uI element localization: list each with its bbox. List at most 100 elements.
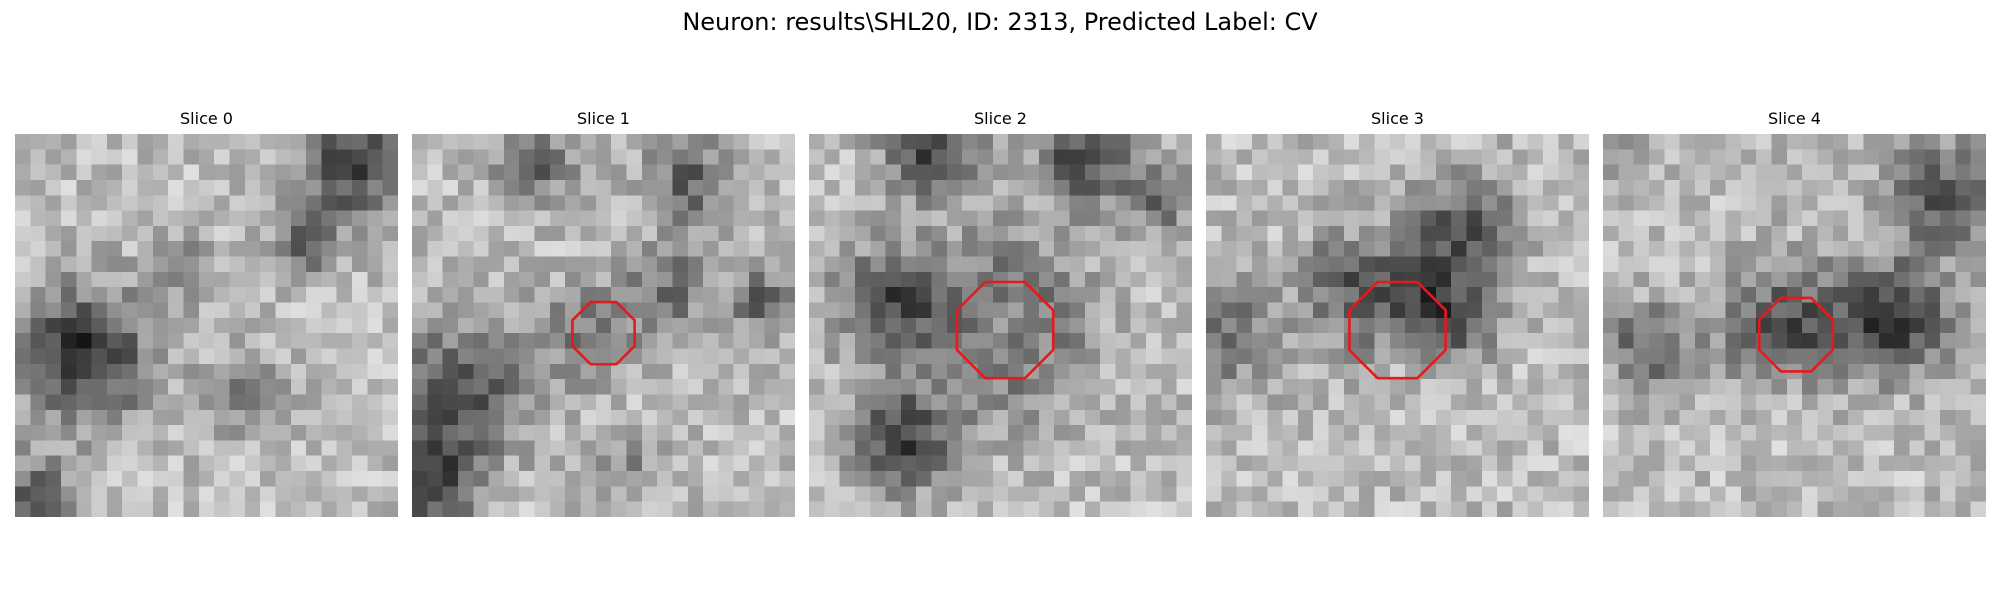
pixel bbox=[122, 195, 138, 211]
pixel bbox=[992, 333, 1009, 349]
pixel bbox=[1221, 225, 1237, 242]
pixel bbox=[992, 164, 1009, 181]
pixel bbox=[1543, 164, 1559, 181]
pixel bbox=[1648, 302, 1665, 319]
pixel bbox=[1527, 225, 1544, 242]
pixel bbox=[565, 394, 581, 411]
pixel bbox=[1832, 333, 1849, 349]
pixel bbox=[45, 486, 62, 502]
pixel bbox=[657, 425, 673, 441]
pixel bbox=[824, 149, 840, 165]
pixel bbox=[1161, 317, 1177, 334]
pixel bbox=[1648, 271, 1665, 288]
pixel bbox=[290, 271, 307, 288]
pixel bbox=[733, 471, 750, 487]
pixel bbox=[1740, 348, 1757, 365]
pixel bbox=[672, 134, 689, 150]
pixel bbox=[962, 195, 978, 211]
pixel bbox=[1863, 164, 1880, 181]
pixel bbox=[352, 394, 368, 411]
pixel bbox=[580, 440, 597, 457]
pixel bbox=[1679, 425, 1696, 441]
pixel bbox=[321, 471, 338, 487]
pixel bbox=[809, 271, 825, 288]
pixel bbox=[1633, 195, 1650, 211]
pixel bbox=[854, 501, 871, 517]
pixel bbox=[122, 471, 138, 487]
pixel bbox=[306, 333, 322, 349]
pixel bbox=[580, 501, 597, 517]
pixel bbox=[824, 271, 840, 288]
pixel bbox=[336, 394, 353, 411]
pixel bbox=[1725, 486, 1742, 502]
pixel bbox=[91, 455, 108, 472]
pixel bbox=[1297, 225, 1314, 242]
pixel bbox=[1771, 241, 1788, 257]
pixel bbox=[595, 409, 612, 426]
pixel bbox=[183, 333, 200, 349]
pixel bbox=[1740, 379, 1757, 395]
pixel bbox=[1832, 287, 1849, 303]
pixel bbox=[1894, 302, 1910, 319]
pixel bbox=[214, 348, 230, 365]
pixel bbox=[595, 317, 612, 334]
pixel bbox=[1573, 179, 1589, 196]
pixel bbox=[1297, 333, 1314, 349]
pixel bbox=[1054, 164, 1070, 181]
pixel bbox=[1176, 256, 1192, 273]
pixel bbox=[549, 149, 566, 165]
pixel bbox=[749, 287, 765, 303]
pixel bbox=[1359, 225, 1375, 242]
pixel bbox=[962, 363, 978, 380]
pixel bbox=[1328, 256, 1345, 273]
pixel bbox=[1405, 317, 1421, 334]
pixel bbox=[45, 471, 62, 487]
pixel bbox=[749, 333, 765, 349]
pixel bbox=[352, 164, 368, 181]
pixel bbox=[306, 363, 322, 380]
pixel bbox=[718, 501, 735, 517]
pixel bbox=[1313, 348, 1329, 365]
pixel bbox=[1603, 471, 1619, 487]
pixel bbox=[1894, 271, 1910, 288]
pixel bbox=[152, 425, 169, 441]
pixel bbox=[824, 333, 840, 349]
pixel bbox=[672, 348, 689, 365]
pixel bbox=[321, 287, 338, 303]
pixel bbox=[1527, 210, 1544, 227]
pixel bbox=[1146, 333, 1162, 349]
pixel bbox=[427, 409, 443, 426]
pixel bbox=[198, 210, 215, 227]
pixel bbox=[1084, 195, 1101, 211]
pixel bbox=[809, 195, 825, 211]
pixel bbox=[749, 379, 765, 395]
pixel bbox=[703, 501, 719, 517]
pixel bbox=[1603, 363, 1619, 380]
pixel bbox=[1359, 455, 1375, 472]
pixel bbox=[1863, 134, 1880, 150]
pixel bbox=[412, 471, 428, 487]
pixel bbox=[106, 225, 123, 242]
pixel bbox=[367, 210, 383, 227]
pixel bbox=[764, 333, 780, 349]
pixel bbox=[1694, 210, 1711, 227]
pixel bbox=[962, 256, 978, 273]
pixel bbox=[1497, 455, 1513, 472]
pixel bbox=[352, 179, 368, 196]
pixel bbox=[839, 455, 856, 472]
pixel bbox=[946, 149, 963, 165]
pixel bbox=[1130, 501, 1147, 517]
pixel bbox=[214, 333, 230, 349]
pixel bbox=[1466, 486, 1483, 502]
pixel bbox=[1603, 287, 1619, 303]
pixel bbox=[488, 149, 505, 165]
pixel bbox=[519, 149, 535, 165]
pixel bbox=[641, 210, 658, 227]
pixel bbox=[626, 486, 643, 502]
pixel bbox=[1679, 455, 1696, 472]
pixel bbox=[1558, 425, 1574, 441]
pixel bbox=[214, 164, 230, 181]
pixel bbox=[473, 317, 489, 334]
pixel bbox=[854, 195, 871, 211]
pixel bbox=[1161, 409, 1177, 426]
